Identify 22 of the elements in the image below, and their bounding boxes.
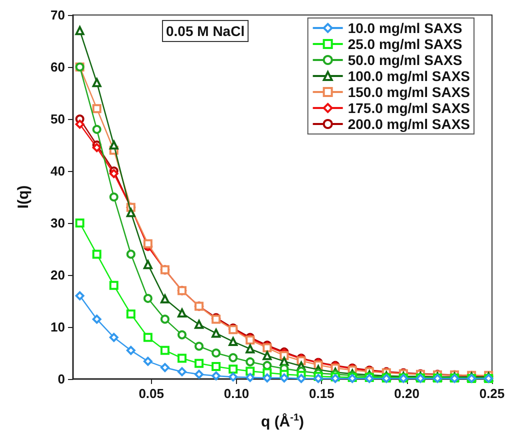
y-tick-label: 30 [50,216,65,230]
y-tick-label: 20 [50,268,65,282]
x-tick-label: 0.15 [309,386,334,401]
y-tick-label: 60 [50,60,65,74]
annotation: 0.05 M NaCl [166,23,245,39]
legend-label: 25.0 mg/ml SAXS [348,36,462,52]
x-tick-label: 0.05 [138,386,164,401]
legend-label: 50.0 mg/ml SAXS [348,52,462,68]
y-tick-label: 40 [50,164,65,178]
y-tick-label: 0 [58,372,65,386]
legend-label: 10.0 mg/ml SAXS [348,20,462,36]
x-tick-label: 0.10 [224,386,250,401]
y-tick-label: 70 [50,8,65,22]
y-tick-label: 10 [50,320,65,334]
y-axis-title: I(q) [15,185,32,209]
legend-label: 175.0 mg/ml SAXS [348,100,470,116]
x-tick-label: 0.25 [479,386,505,401]
x-tick-label: 0.20 [394,386,420,401]
y-tick-label: 50 [50,112,65,126]
legend-label: 150.0 mg/ml SAXS [348,84,470,100]
legend-label: 200.0 mg/ml SAXS [348,116,470,132]
legend-label: 100.0 mg/ml SAXS [348,68,470,84]
